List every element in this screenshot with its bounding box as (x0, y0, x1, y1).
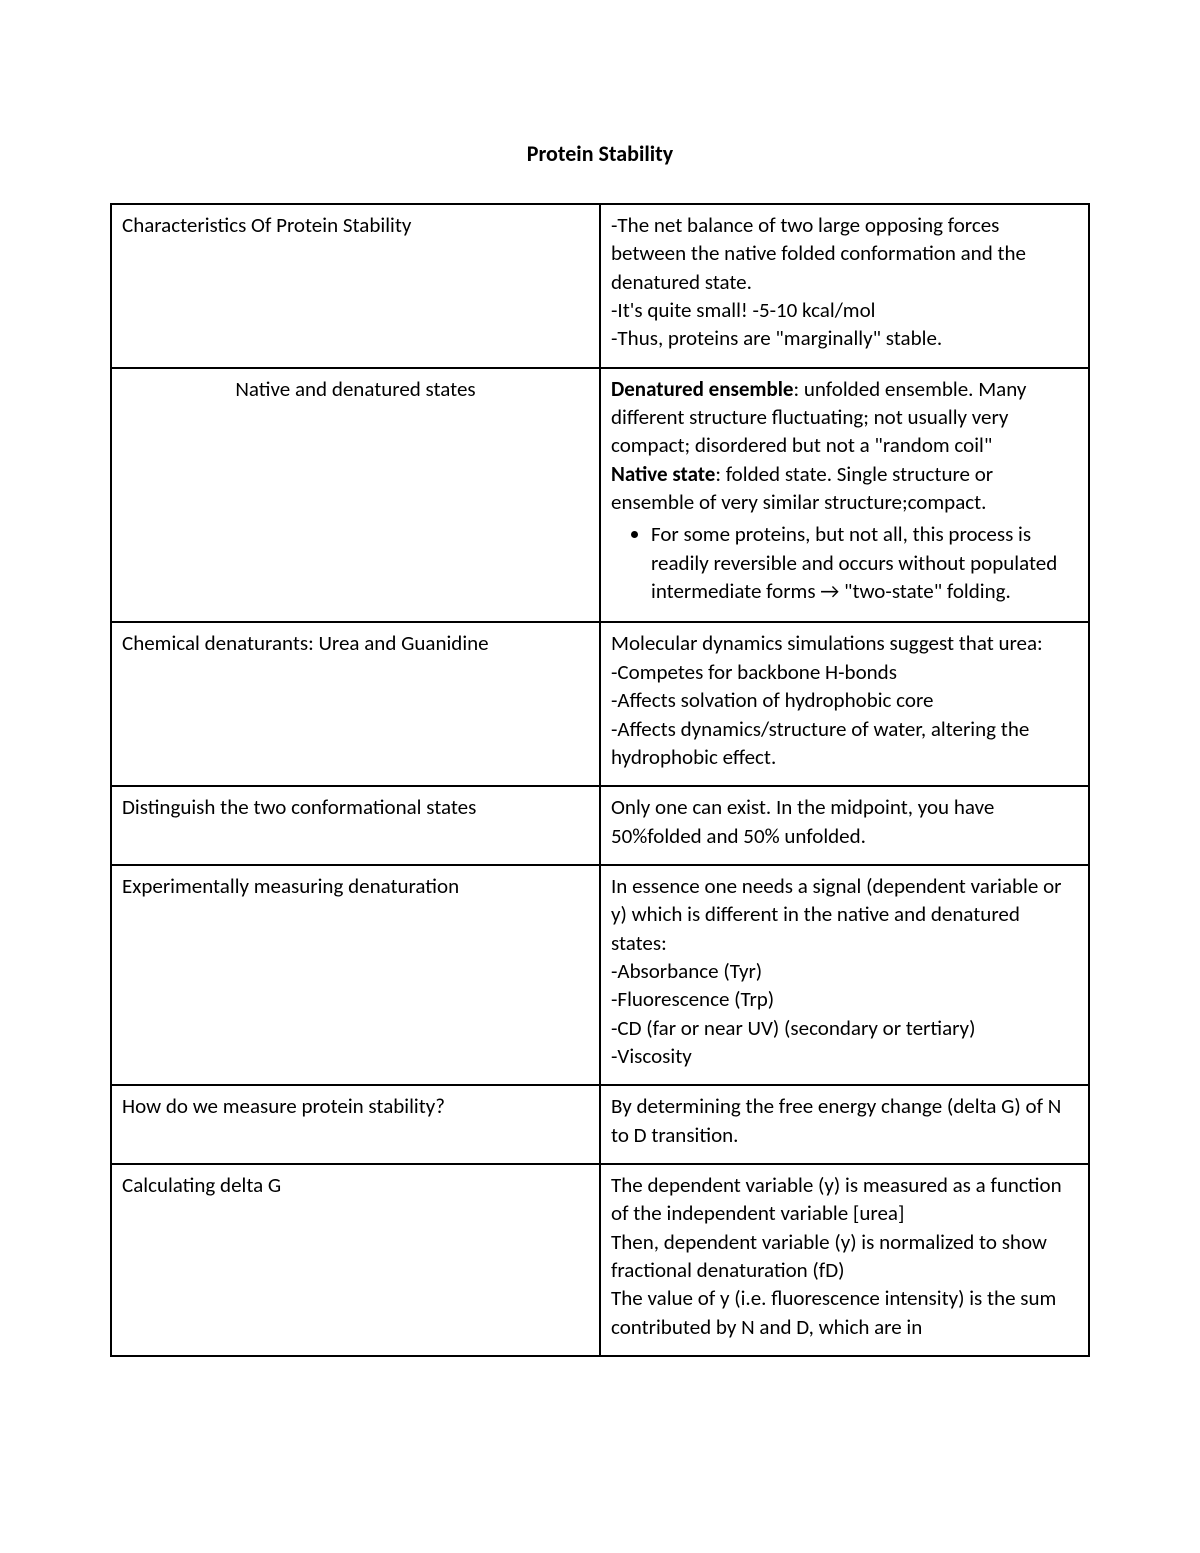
content-cell: In essence one needs a signal (dependent… (600, 865, 1089, 1085)
content-cell: By determining the free energy change (d… (600, 1085, 1089, 1164)
table-row: Chemical denaturants: Urea and Guanidine… (111, 622, 1089, 786)
content-line: -Viscosity (611, 1042, 1078, 1070)
content-cell: Molecular dynamics simulations suggest t… (600, 622, 1089, 786)
content-line: By determining the free energy change (d… (611, 1092, 1078, 1149)
content-cell: -The net balance of two large opposing f… (600, 204, 1089, 368)
topic-cell: Distinguish the two conformational state… (111, 786, 600, 865)
notes-table: Characteristics Of Protein Stability-The… (110, 203, 1090, 1357)
content-cell: Only one can exist. In the midpoint, you… (600, 786, 1089, 865)
table-row: Experimentally measuring denaturationIn … (111, 865, 1089, 1085)
content-line: -CD (far or near UV) (secondary or terti… (611, 1014, 1078, 1042)
bullet-list: For some proteins, but not all, this pro… (611, 520, 1078, 605)
bold-term: Denatured ensemble (611, 376, 794, 402)
topic-cell: Native and denatured states (111, 368, 600, 623)
bullet-item: For some proteins, but not all, this pro… (651, 520, 1078, 605)
content-line: Then, dependent variable (y) is normaliz… (611, 1228, 1078, 1285)
page-title: Protein Stability (110, 140, 1090, 167)
content-line: In essence one needs a signal (dependent… (611, 872, 1078, 957)
content-cell: The dependent variable (y) is measured a… (600, 1164, 1089, 1356)
content-line: Native state: folded state. Single struc… (611, 460, 1078, 517)
content-line: -The net balance of two large opposing f… (611, 211, 1078, 296)
content-line: -Absorbance (Tyr) (611, 957, 1078, 985)
topic-cell: Experimentally measuring denaturation (111, 865, 600, 1085)
content-line: -Fluorescence (Trp) (611, 985, 1078, 1013)
topic-cell: Calculating delta G (111, 1164, 600, 1356)
table-row: Distinguish the two conformational state… (111, 786, 1089, 865)
content-line: -Affects solvation of hydrophobic core (611, 686, 1078, 714)
table-row: Characteristics Of Protein Stability-The… (111, 204, 1089, 368)
content-line: Denatured ensemble: unfolded ensemble. M… (611, 375, 1078, 460)
table-row: How do we measure protein stability?By d… (111, 1085, 1089, 1164)
content-cell: Denatured ensemble: unfolded ensemble. M… (600, 368, 1089, 623)
document-page: Protein Stability Characteristics Of Pro… (0, 0, 1200, 1553)
content-line: -Thus, proteins are "marginally" stable. (611, 324, 1078, 352)
content-line: The value of y (i.e. fluorescence intens… (611, 1284, 1078, 1341)
content-line: -Competes for backbone H-bonds (611, 658, 1078, 686)
content-line: Only one can exist. In the midpoint, you… (611, 793, 1078, 850)
content-line: -It's quite small! -5-10 kcal/mol (611, 296, 1078, 324)
content-line: Molecular dynamics simulations suggest t… (611, 629, 1078, 657)
topic-cell: Chemical denaturants: Urea and Guanidine (111, 622, 600, 786)
topic-cell: How do we measure protein stability? (111, 1085, 600, 1164)
table-row: Native and denatured statesDenatured ens… (111, 368, 1089, 623)
table-row: Calculating delta GThe dependent variabl… (111, 1164, 1089, 1356)
topic-cell: Characteristics Of Protein Stability (111, 204, 600, 368)
content-line: The dependent variable (y) is measured a… (611, 1171, 1078, 1228)
bold-term: Native state (611, 461, 715, 487)
content-line: -Affects dynamics/structure of water, al… (611, 715, 1078, 772)
